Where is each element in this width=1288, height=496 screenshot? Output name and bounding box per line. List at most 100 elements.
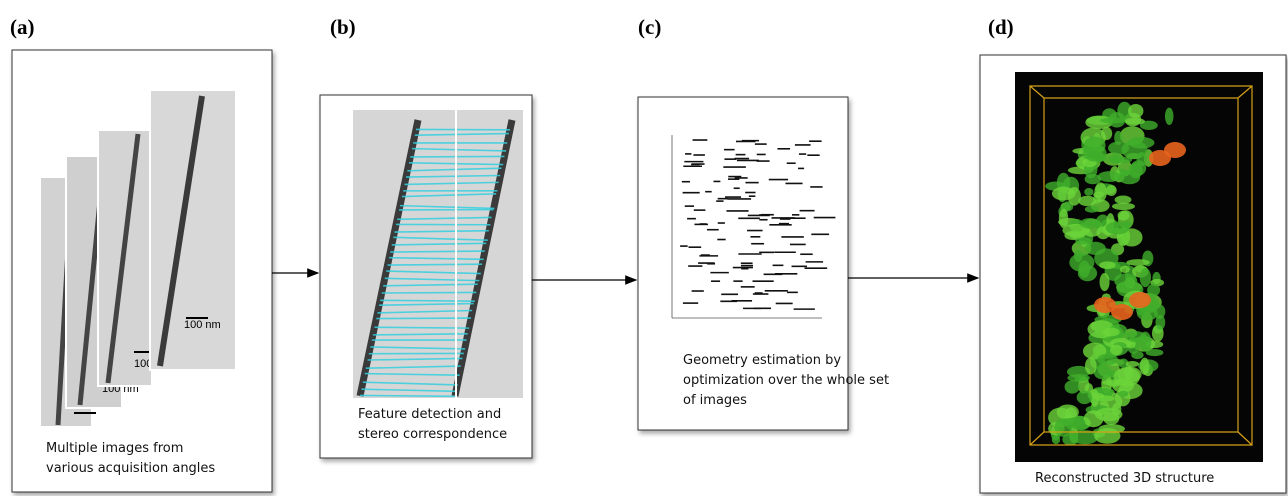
fiber <box>451 119 516 397</box>
match-line <box>367 357 463 361</box>
blob <box>1153 304 1166 319</box>
correspondences <box>360 128 511 398</box>
match-line <box>397 216 492 221</box>
match-line <box>381 291 477 294</box>
blob <box>1084 357 1097 375</box>
match-line <box>407 167 502 172</box>
blob <box>1078 260 1090 278</box>
blob <box>1062 433 1079 446</box>
hotspot <box>1094 297 1116 313</box>
blob <box>1061 417 1086 426</box>
blob <box>1102 327 1120 337</box>
blob <box>1118 390 1129 397</box>
blob <box>1075 237 1092 245</box>
match-line <box>370 346 466 350</box>
blob <box>1124 117 1145 125</box>
blob <box>1128 103 1144 119</box>
fiber <box>105 133 141 384</box>
blob <box>1095 395 1115 402</box>
blob <box>1073 249 1083 262</box>
blob <box>1094 407 1123 422</box>
blob <box>1108 112 1126 128</box>
blob <box>1106 185 1117 196</box>
match-line <box>379 302 474 307</box>
match-line <box>389 256 484 261</box>
blob <box>1099 261 1116 270</box>
blob <box>1139 268 1152 288</box>
blob <box>1076 390 1093 405</box>
panel-label: (a) <box>10 15 35 39</box>
blob <box>1117 358 1129 369</box>
blob <box>1130 160 1147 176</box>
match-line <box>391 242 487 246</box>
hotspot <box>1164 142 1186 158</box>
caption: Feature detection and <box>358 407 501 422</box>
match-line <box>387 263 483 266</box>
match-line <box>386 270 481 275</box>
caption: optimization over the whole set <box>683 373 889 388</box>
match-line <box>362 381 458 386</box>
blob <box>1099 272 1110 292</box>
blob <box>1079 218 1100 229</box>
caption: various acquisition angles <box>46 461 215 476</box>
blob <box>1125 360 1140 367</box>
caption: stereo correspondence <box>358 427 507 442</box>
caption: Reconstructed 3D structure <box>1035 471 1214 486</box>
blob <box>1105 221 1130 235</box>
blob <box>1155 314 1166 330</box>
panel-label: (d) <box>988 15 1014 39</box>
blob <box>1121 140 1148 159</box>
panel-label: (b) <box>330 15 356 39</box>
blob <box>1139 357 1150 375</box>
hotspot <box>1111 304 1133 320</box>
match-line <box>380 299 475 302</box>
blob <box>1097 353 1119 366</box>
scale-label: 100 nm <box>184 319 221 331</box>
match-line <box>414 132 509 136</box>
blob <box>1094 182 1107 203</box>
panel-label: (c) <box>638 15 661 39</box>
match-line <box>365 365 461 370</box>
blob <box>1145 348 1164 357</box>
blob <box>1051 186 1076 201</box>
match-line <box>383 283 478 287</box>
blob <box>1067 374 1090 382</box>
blob <box>1084 205 1099 213</box>
blob <box>1124 365 1134 381</box>
blob <box>1139 120 1158 131</box>
blob <box>1110 344 1123 356</box>
match-line <box>364 372 460 377</box>
match-line <box>401 193 497 198</box>
blob <box>1111 202 1136 211</box>
blob <box>1084 187 1094 196</box>
match-line <box>399 204 495 210</box>
stereo-image <box>353 110 523 398</box>
blob <box>1078 195 1097 207</box>
blob <box>1114 195 1132 204</box>
match-line <box>410 155 505 158</box>
blob <box>1114 130 1123 145</box>
match-line <box>384 277 480 282</box>
match-line <box>374 326 470 329</box>
match-line <box>372 333 468 336</box>
match-line <box>394 229 489 233</box>
match-line <box>390 250 485 253</box>
blob <box>1086 153 1105 162</box>
blob <box>1139 331 1152 352</box>
fiber <box>356 119 422 397</box>
caption: Multiple images from <box>46 441 183 456</box>
blob <box>1102 379 1129 386</box>
hotspot <box>1129 292 1151 308</box>
match-line <box>404 181 499 186</box>
blob <box>1097 171 1122 182</box>
fiber <box>157 95 205 367</box>
blob <box>1083 136 1106 155</box>
blob <box>1093 365 1112 380</box>
image-stack: 100 nm 100 nm 100 nm <box>39 89 237 428</box>
blob <box>1064 380 1080 394</box>
match-line <box>405 174 501 178</box>
bounding-box <box>1029 85 1253 446</box>
caption: Geometry estimation by <box>683 353 841 368</box>
structure <box>1045 101 1186 446</box>
